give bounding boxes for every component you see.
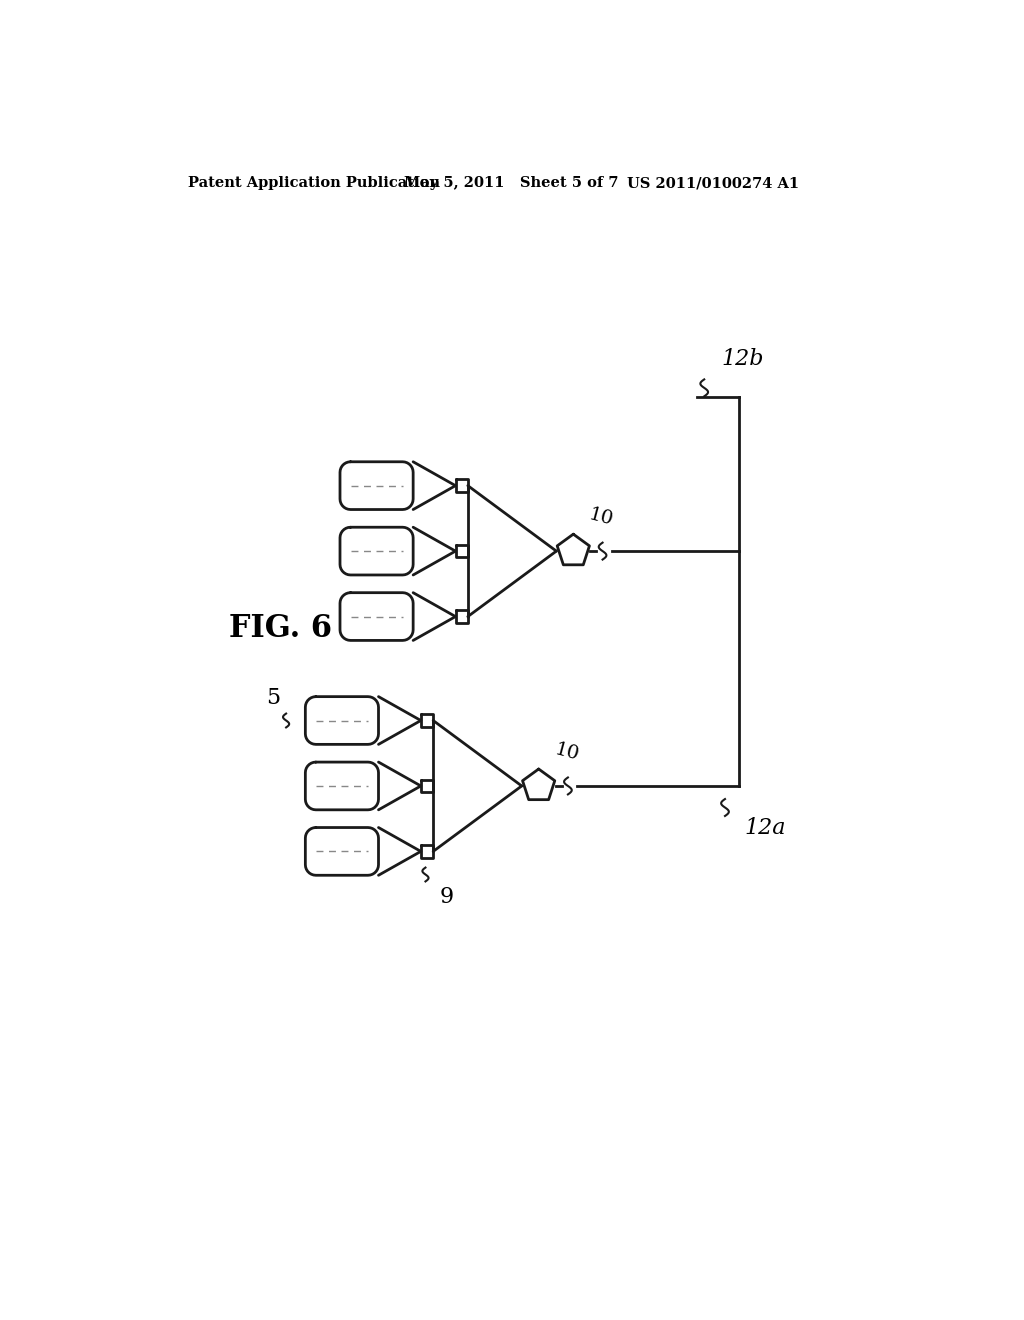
Text: May 5, 2011   Sheet 5 of 7: May 5, 2011 Sheet 5 of 7	[403, 176, 618, 190]
Text: 10: 10	[587, 506, 615, 529]
Text: 12b: 12b	[721, 348, 764, 370]
Text: 10: 10	[552, 741, 581, 764]
Text: FIG. 6: FIG. 6	[229, 612, 332, 644]
Text: Patent Application Publication: Patent Application Publication	[188, 176, 440, 190]
Text: US 2011/0100274 A1: US 2011/0100274 A1	[628, 176, 800, 190]
Text: 5: 5	[266, 686, 280, 709]
Text: 12a: 12a	[744, 817, 785, 838]
Text: 9: 9	[439, 886, 454, 908]
